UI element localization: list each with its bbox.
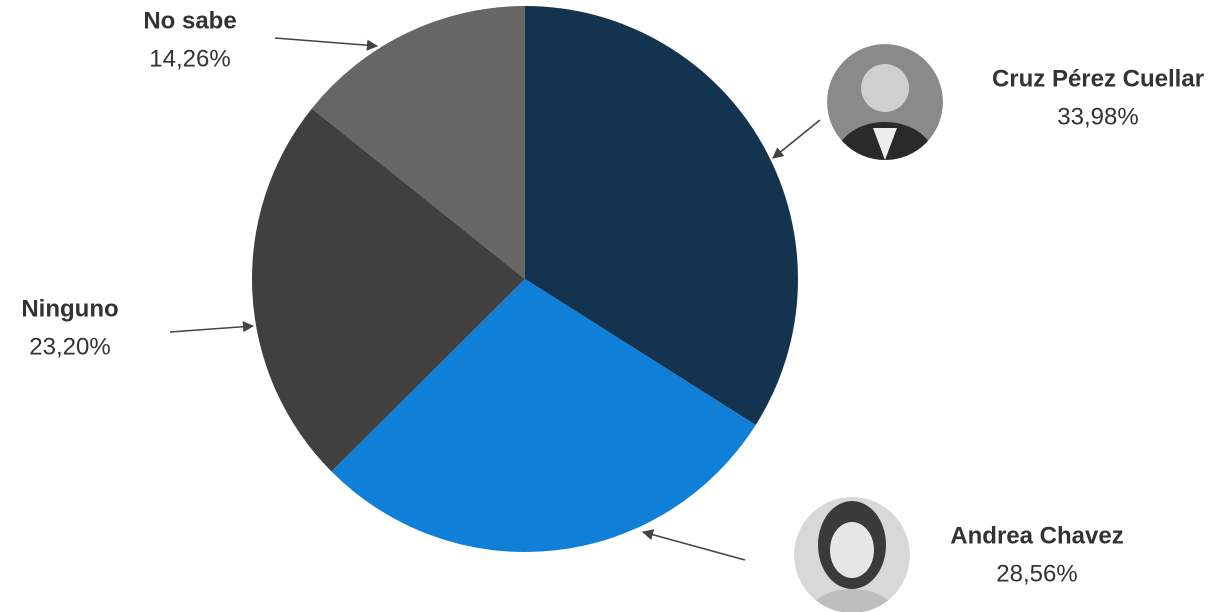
slice-label: Ninguno: [21, 295, 118, 322]
photo: [794, 497, 910, 612]
photo: [827, 44, 943, 198]
arrow: [275, 38, 377, 46]
value-label: 33,98%: [1057, 103, 1138, 130]
arrow: [643, 532, 745, 560]
slice-label: Andrea Chavez: [950, 522, 1123, 549]
slice-label: Cruz Pérez Cuellar: [992, 65, 1204, 92]
value-label: 14,26%: [149, 45, 230, 72]
slice-label: No sabe: [143, 7, 236, 34]
value-label: 28,56%: [996, 560, 1077, 587]
chart: Cruz Pérez Cuellar 33,98% Andrea Chavez 28,…: [0, 0, 1229, 612]
arrow: [170, 326, 253, 332]
arrow: [773, 120, 820, 158]
pie: [252, 6, 798, 552]
value-label: 23,20%: [29, 333, 110, 360]
